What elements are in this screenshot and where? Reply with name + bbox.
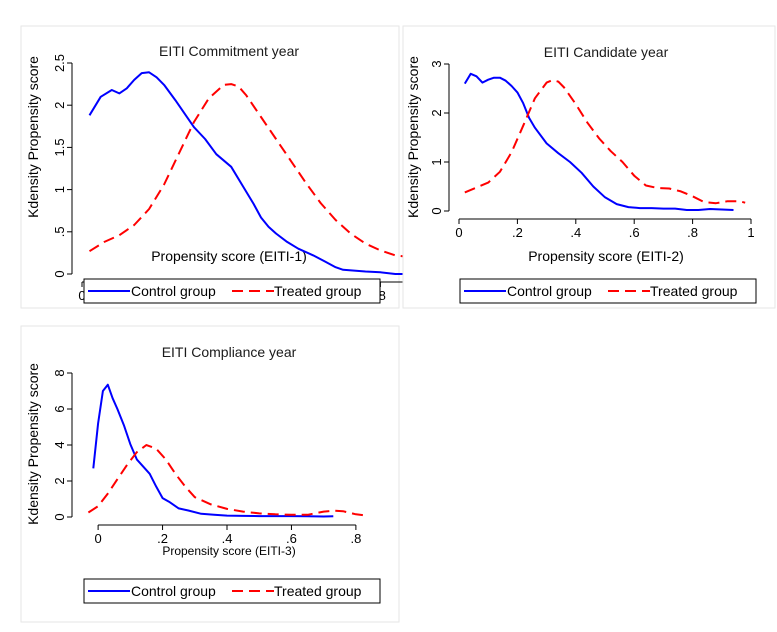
legend-label-control: Control group — [131, 283, 216, 299]
y-tick-label: 2.5 — [52, 54, 67, 72]
x-axis-title: Propensity score (EITI-2) — [528, 248, 684, 264]
x-tick-label: .4 — [222, 531, 233, 546]
legend: Control group Treated group — [83, 578, 381, 604]
legend: Control group Treated group — [83, 278, 381, 304]
legend-label-control: Control group — [131, 583, 216, 599]
legend: Control group Treated group — [459, 278, 757, 304]
x-tick-label: .2 — [157, 531, 168, 546]
y-axis-title: Kdensity Propensity score — [25, 56, 41, 218]
chart-panel-2: 0 1 2 3 0 .2 .4 .6 .8 1 EITI Candidate year Propens… — [402, 25, 776, 309]
x-axis-title: Propensity score (EITI-1) — [151, 248, 307, 264]
series-line-treated-group — [88, 83, 448, 259]
x-tick-label: .4 — [570, 225, 581, 240]
chart-title: EITI Candidate year — [544, 44, 669, 60]
x-tick-label: .8 — [687, 225, 698, 240]
x-axis-title: Propensity score (EITI-3) — [162, 544, 295, 558]
y-tick-label: 6 — [52, 405, 67, 412]
series-line-treated-group — [87, 444, 369, 517]
y-tick-label: 2 — [52, 102, 67, 109]
panel-background — [20, 25, 400, 309]
x-tick-label: .6 — [629, 225, 640, 240]
x-tick-label: .6 — [286, 531, 297, 546]
legend-label-control: Control group — [507, 283, 592, 299]
y-tick-label: 1 — [429, 158, 444, 165]
x-tick-label: 0 — [455, 225, 462, 240]
y-tick-label: 1 — [52, 186, 67, 193]
y-axis-title: Kdensity Propensity score — [405, 56, 421, 218]
y-tick-label: .5 — [52, 226, 67, 237]
panel-background — [402, 25, 776, 309]
x-tick-label: 1 — [747, 225, 754, 240]
legend-label-treated: Treated group — [650, 283, 738, 299]
chart-panels: 0 .5 1 1.5 2 2.5 0 .2 .4 .6 .8 1 EITI Commitment yea… — [20, 25, 776, 623]
panel-background — [20, 325, 400, 623]
y-tick-label: 3 — [429, 60, 444, 67]
chart-title: EITI Compliance year — [162, 344, 297, 360]
chart-title: EITI Commitment year — [159, 43, 299, 59]
legend-label-treated: Treated group — [274, 583, 362, 599]
y-tick-label: 0 — [52, 513, 67, 520]
series-line-control-group — [463, 72, 734, 211]
x-tick-label: 0 — [78, 288, 85, 303]
x-tick-label: .2 — [512, 225, 523, 240]
series-line-control-group — [88, 71, 441, 275]
legend-label-treated: Treated group — [274, 283, 362, 299]
y-axis-title: Kdensity Propensity score — [25, 363, 41, 525]
chart-panel-3: 0 2 4 6 8 0 .2 .4 .6 .8 EITI Compliance year Propen… — [20, 325, 400, 623]
y-tick-label: 1.5 — [52, 138, 67, 156]
y-tick-label: 4 — [52, 441, 67, 448]
x-tick-label: 0 — [94, 531, 101, 546]
y-tick-label: 2 — [429, 109, 444, 116]
series-line-treated-group — [464, 79, 746, 205]
y-tick-label: 2 — [52, 477, 67, 484]
x-tick-label: .8 — [350, 531, 361, 546]
series-line-control-group — [92, 383, 334, 518]
y-tick-label: 8 — [52, 369, 67, 376]
y-tick-label: 0 — [429, 207, 444, 214]
y-tick-label: 0 — [52, 270, 67, 277]
